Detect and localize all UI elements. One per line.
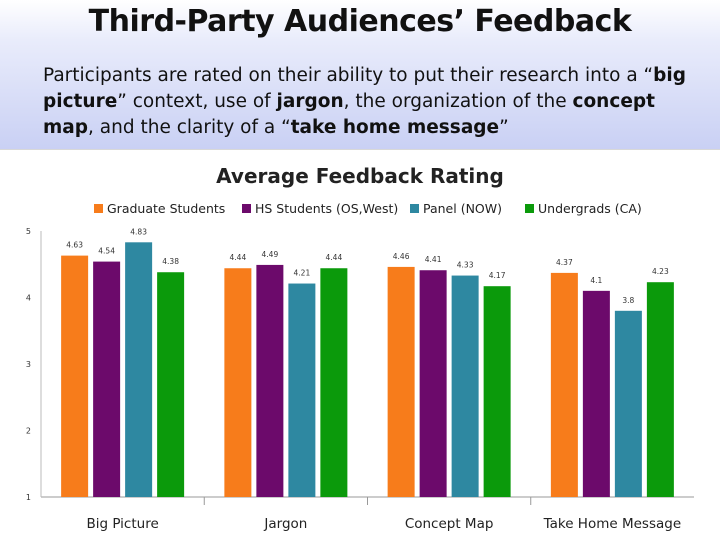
- description-text: ” context, use of: [117, 91, 277, 112]
- data-label: 4.37: [556, 258, 573, 267]
- x-tick-label: Jargon: [263, 516, 307, 532]
- legend-swatch: [94, 204, 103, 213]
- bar: [61, 255, 89, 497]
- data-label: 4.44: [326, 253, 343, 262]
- data-label: 4.23: [652, 267, 669, 276]
- legend-label: HS Students (OS,West): [255, 201, 398, 216]
- data-label: 4.38: [162, 257, 179, 266]
- data-label: 4.41: [425, 255, 442, 264]
- legend-label: Panel (NOW): [423, 201, 502, 216]
- data-label: 4.54: [98, 247, 115, 256]
- description-keyword: take home message: [290, 117, 500, 138]
- legend-swatch: [242, 204, 251, 213]
- description-keyword: jargon: [276, 91, 344, 112]
- slide-description: Participants are rated on their ability …: [43, 63, 703, 141]
- data-label: 4.46: [393, 252, 410, 261]
- bar: [582, 290, 610, 497]
- bar: [451, 275, 479, 497]
- y-tick-label: 2: [26, 427, 31, 436]
- x-tick-label: Big Picture: [86, 516, 158, 532]
- data-label: 4.1: [590, 276, 602, 285]
- chart-bars: 4.63 4.54 4.83 4.38 4.44 4.49 4.21 4.44 4.46 4.41…: [61, 227, 674, 497]
- data-label: 4.33: [457, 261, 474, 270]
- data-label: 4.83: [130, 227, 147, 236]
- data-label: 4.49: [262, 250, 279, 259]
- bar: [646, 282, 674, 497]
- description-text: , the organization of the: [343, 91, 573, 112]
- description-keyword: concept map: [43, 91, 655, 138]
- bar: [320, 268, 348, 497]
- bar: [288, 283, 316, 497]
- data-label: 4.63: [66, 241, 83, 250]
- bar: [419, 270, 447, 497]
- y-tick-label: 3: [26, 360, 31, 369]
- legend-swatch: [410, 204, 419, 213]
- legend-swatch: [525, 204, 534, 213]
- y-tick-label: 4: [26, 294, 31, 303]
- bar: [483, 286, 511, 497]
- bar: [256, 264, 284, 497]
- chart-legend: Graduate Students HS Students (OS,West) Pa…: [94, 201, 642, 216]
- chart-axes: 1 2 3 4 5 Big Picture Jargon Concept Map Take Ho…: [26, 227, 694, 532]
- bar: [93, 261, 121, 497]
- data-label: 4.17: [489, 271, 506, 280]
- bar: [224, 268, 252, 497]
- legend-label: Graduate Students: [107, 201, 225, 216]
- bar: [125, 242, 153, 497]
- slide-title: Third-Party Audiences’ Feedback: [88, 4, 632, 39]
- legend-label: Undergrads (CA): [538, 201, 642, 216]
- data-label: 4.44: [230, 253, 247, 262]
- bar: [550, 272, 578, 497]
- description-text: , and the clarity of a “: [88, 117, 291, 138]
- chart-title: Average Feedback Rating: [216, 164, 504, 188]
- y-tick-label: 1: [26, 493, 31, 502]
- chart-panel: Average Feedback Rating Graduate Student…: [0, 149, 720, 541]
- description-text: ”: [499, 117, 509, 138]
- bar: [387, 266, 415, 497]
- description-text: Participants are rated on their ability …: [43, 65, 654, 86]
- description-keyword: big picture: [43, 65, 686, 112]
- bar: [157, 272, 185, 497]
- y-tick-label: 5: [26, 227, 31, 236]
- x-tick-label: Take Home Message: [543, 516, 682, 532]
- bar: [614, 310, 642, 497]
- data-label: 4.21: [294, 269, 311, 278]
- x-tick-label: Concept Map: [405, 516, 494, 532]
- feedback-bar-chart: Average Feedback Rating Graduate Student…: [26, 164, 694, 532]
- data-label: 3.8: [622, 296, 634, 305]
